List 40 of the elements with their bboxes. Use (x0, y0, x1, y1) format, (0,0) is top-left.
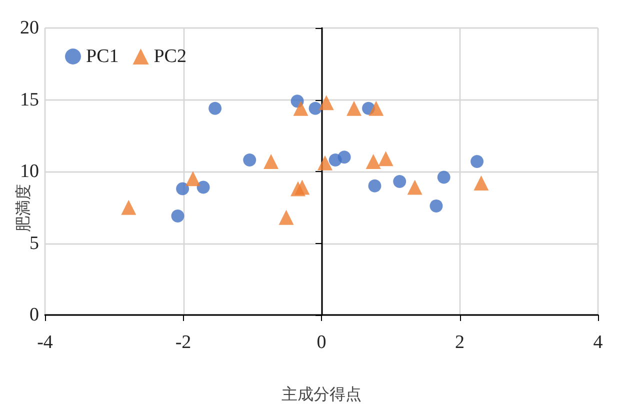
point (366, 154, 381, 169)
x-tick-label: 4 (593, 332, 604, 353)
x-tick-label: 2 (455, 332, 464, 353)
point (208, 102, 222, 115)
legend-label: PC1 (86, 46, 119, 67)
point (368, 100, 384, 116)
point (368, 179, 382, 192)
y-tick-label: 5 (30, 232, 39, 254)
point (346, 100, 362, 116)
point (185, 171, 200, 186)
point (171, 209, 184, 222)
point (294, 180, 310, 195)
point (121, 200, 136, 215)
y-tick-label: 20 (20, 18, 39, 38)
point (378, 151, 394, 166)
x-tick-label: -4 (37, 332, 54, 353)
point (293, 100, 308, 116)
point (338, 150, 351, 164)
y-tick-label: 15 (20, 89, 39, 110)
point (474, 175, 489, 190)
point (318, 95, 334, 110)
point (407, 180, 422, 195)
y-tick-label: 10 (20, 161, 39, 182)
point (176, 182, 190, 196)
legend-label: PC2 (154, 46, 186, 67)
point (264, 154, 279, 169)
x-tick-label: -2 (175, 332, 192, 353)
point (470, 154, 484, 168)
point (308, 102, 322, 115)
point (196, 180, 210, 194)
x-axis-title: 主成分得点 (282, 386, 362, 404)
point (243, 154, 256, 167)
point (278, 210, 294, 225)
x-tick-label: 0 (316, 332, 326, 353)
point (393, 175, 406, 188)
y-tick-label: 0 (30, 304, 39, 326)
y-axis-title: 肥満度 (14, 184, 32, 232)
point (430, 199, 443, 212)
point (317, 155, 332, 170)
point (437, 170, 450, 184)
